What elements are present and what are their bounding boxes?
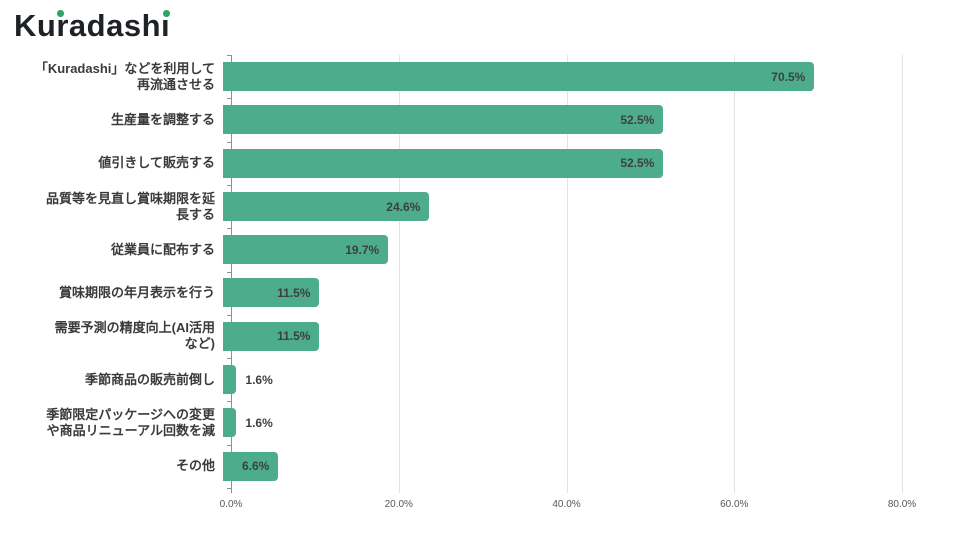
category-label: 「Kuradashi」などを利用して 再流通させる [34,60,215,92]
category-label: その他 [175,458,215,474]
chart-row: 値引きして販売する 52.5% [25,142,915,185]
category-tick [227,314,231,316]
logo-text-adash: adash [68,8,162,43]
chart-row: 生産量を調整する 52.5% [25,98,915,141]
bar-track: 1.6% [223,401,915,444]
bar [223,191,430,221]
category-tick [227,98,231,100]
chart-row: 季節商品の販売前倒し 1.6% [25,358,915,401]
logo-letter-i: ı [161,8,171,43]
chart-row: 賞味期限の年月表示を行う 11.5% [25,271,915,314]
chart-row: 品質等を見直し賞味期限を延 長する 24.6% [25,185,915,228]
category-tick [227,228,231,230]
chart-row: 「Kuradashi」などを利用して 再流通させる 70.5% [25,55,915,98]
category-tick [227,271,231,273]
x-tick-label: 20.0% [384,499,413,510]
bar [223,235,389,265]
value-label: 52.5% [620,156,655,171]
category-label: 値引きして販売する [98,155,215,171]
value-label: 11.5% [277,329,311,344]
bar [223,148,664,178]
bar-track: 70.5% [223,55,915,98]
category-label: 賞味期限の年月表示を行う [58,285,215,301]
gridline [398,55,400,493]
gridline [566,55,568,493]
x-tick-label: 60.0% [720,499,749,510]
value-label: 6.6% [241,459,270,474]
category-tick [227,184,231,186]
bar [223,321,320,351]
bar-track: 11.5% [223,315,915,358]
x-tick-label: 40.0% [552,499,581,510]
bar-track: 52.5% [223,98,915,141]
category-label: 需要予測の精度向上(AI活用 など) [54,320,215,352]
category-label: 従業員に配布する [110,241,215,257]
chart-row: 従業員に配布する 19.7% [25,228,915,271]
logo-letter-r: r [56,8,69,43]
y-axis-line [231,55,232,493]
category-tick [227,444,231,446]
bar [223,105,664,135]
category-tick [227,141,231,143]
gridline [734,55,736,493]
bar-track: 24.6% [223,185,915,228]
logo-text-ku: Ku [14,8,57,43]
logo-green-dot-i [163,10,170,17]
bar-track: 52.5% [223,142,915,185]
value-label: 1.6% [245,416,273,431]
bar [223,62,815,91]
bar [223,451,279,481]
bar-track: 19.7% [223,228,915,271]
gridline [902,55,903,493]
category-tick [227,55,231,56]
value-label: 52.5% [620,112,655,127]
category-tick [227,358,231,360]
value-label: 11.5% [277,286,311,301]
value-label: 19.7% [345,242,380,257]
value-label: 24.6% [386,199,421,214]
category-label: 季節商品の販売前倒し [84,371,215,387]
bar-track: 11.5% [223,271,915,314]
category-label: 生産量を調整する [110,111,215,127]
category-tick [227,488,231,489]
value-label: 1.6% [245,372,273,387]
bar [223,365,237,395]
bar-track: 6.6% [223,445,915,488]
bar [223,278,320,308]
x-tick-label: 80.0% [887,499,917,510]
bar [223,408,237,438]
value-label: 70.5% [771,69,806,84]
category-label: 季節限定パッケージへの変更 や商品リニューアル回数を減 [46,407,215,439]
chart-row: 需要予測の精度向上(AI活用 など) 11.5% [25,315,915,358]
chart-row: 季節限定パッケージへの変更 や商品リニューアル回数を減 1.6% [25,401,915,444]
category-label: 品質等を見直し賞味期限を延 長する [45,190,215,222]
bar-track: 1.6% [223,358,915,401]
kuradashi-logo: Kur adashı [14,6,170,46]
category-tick [227,401,231,403]
chart-row: その他 6.6% [25,445,915,488]
x-tick-label: 0.0% [219,499,243,510]
plot-area: 0.0% 20.0% 40.0% 60.0% 80.0% [220,55,916,510]
bar-chart: 「Kuradashi」などを利用して 再流通させる 70.5% 生産量を調整する… [25,55,915,488]
logo-green-dot-r [57,10,64,17]
